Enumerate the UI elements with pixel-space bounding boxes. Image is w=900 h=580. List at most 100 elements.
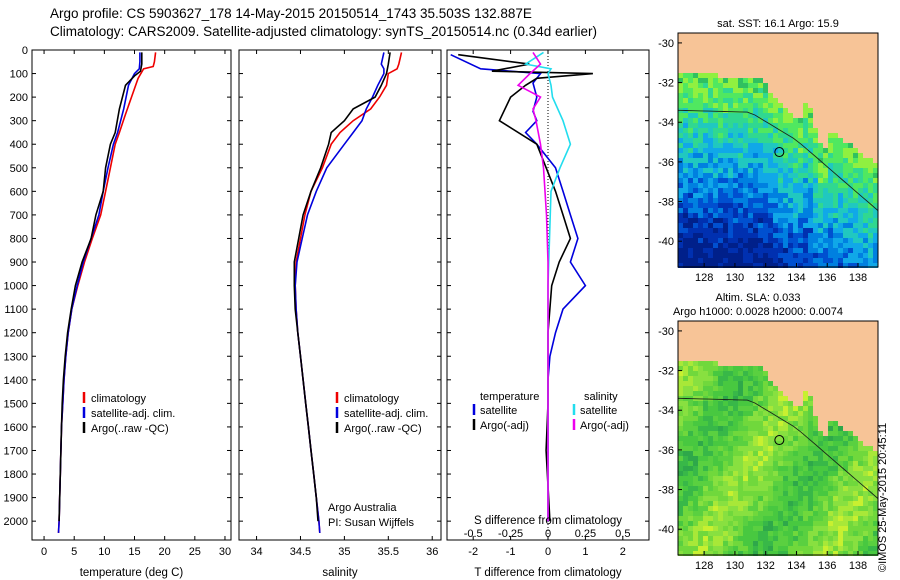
map-cell (758, 426, 763, 431)
map-cell (808, 506, 813, 511)
map-cell (808, 521, 813, 526)
map-cell (763, 113, 768, 118)
x-tick-label-differences: -1 (506, 546, 516, 558)
map-cell (838, 426, 843, 431)
map-cell (718, 461, 723, 466)
map-cell (818, 213, 823, 218)
map-cell (693, 98, 698, 103)
map-cell (848, 521, 853, 526)
map-cell (793, 123, 798, 128)
map-cell (748, 396, 753, 401)
map-cell (763, 193, 768, 198)
map-cell (718, 178, 723, 183)
map-cell (838, 218, 843, 223)
map-cell (793, 198, 798, 203)
map-cell (683, 213, 688, 218)
map-cell (713, 366, 718, 371)
map-cell (728, 421, 733, 426)
map-cell (808, 253, 813, 258)
map-cell (788, 258, 793, 263)
map-cell (693, 386, 698, 391)
map-cell (788, 486, 793, 491)
map-cell (698, 406, 703, 411)
map-cell (773, 153, 778, 158)
map-cell (843, 456, 848, 461)
map-cell (853, 198, 858, 203)
map-cell (773, 213, 778, 218)
map-cell (823, 506, 828, 511)
map-cell (733, 143, 738, 148)
map-cell (763, 526, 768, 531)
map-cell (763, 83, 768, 88)
map-cell (858, 461, 863, 466)
map-cell (708, 436, 713, 441)
map-cell (758, 491, 763, 496)
map-cell (833, 526, 838, 531)
map-cell (803, 163, 808, 168)
map-cell (718, 243, 723, 248)
map-cell (728, 128, 733, 133)
map-cell (803, 133, 808, 138)
map-cell (678, 148, 683, 153)
map-cell (693, 496, 698, 501)
map-cell (698, 158, 703, 163)
map-cell (708, 248, 713, 253)
map-cell (713, 446, 718, 451)
map-cell (863, 163, 868, 168)
map-cell (683, 451, 688, 456)
map-cell (778, 243, 783, 248)
map-cell (788, 406, 793, 411)
map-cell (813, 456, 818, 461)
map-cell (843, 173, 848, 178)
map-cell (783, 188, 788, 193)
map-cell (748, 421, 753, 426)
map-cell (858, 178, 863, 183)
map-cell (723, 431, 728, 436)
map-cell (783, 148, 788, 153)
map-cell (728, 78, 733, 83)
map-cell (708, 391, 713, 396)
map-cell (698, 496, 703, 501)
map-cell (743, 401, 748, 406)
map-cell (833, 223, 838, 228)
map-cell (698, 128, 703, 133)
map-cell (838, 173, 843, 178)
map-cell (693, 446, 698, 451)
map-cell (698, 451, 703, 456)
map-cell (683, 371, 688, 376)
map-cell (793, 188, 798, 193)
map-cell (758, 381, 763, 386)
map-cell (813, 228, 818, 233)
map-cell (853, 148, 858, 153)
map-cell (788, 173, 793, 178)
map-cell (738, 526, 743, 531)
map-cell (693, 78, 698, 83)
map-cell (818, 551, 823, 556)
map-cell (708, 511, 713, 516)
map-cell (863, 193, 868, 198)
map-cell (728, 401, 733, 406)
map-cell (743, 521, 748, 526)
map-cell (828, 253, 833, 258)
map-cell (823, 253, 828, 258)
map-cell (768, 158, 773, 163)
map-cell (808, 461, 813, 466)
map-cell (683, 506, 688, 511)
map-cell (753, 406, 758, 411)
map-cell (718, 521, 723, 526)
map-cell (698, 446, 703, 451)
map-cell (863, 451, 868, 456)
map-cell (723, 213, 728, 218)
map-cell (713, 208, 718, 213)
map-cell (813, 416, 818, 421)
map-cell (768, 381, 773, 386)
map-cell (683, 113, 688, 118)
map-cell (748, 406, 753, 411)
map-cell (823, 546, 828, 551)
map-cell (868, 243, 873, 248)
map-cell (758, 546, 763, 551)
map-cell (773, 391, 778, 396)
map-cell (708, 233, 713, 238)
map-cell (758, 148, 763, 153)
map-cell (783, 471, 788, 476)
